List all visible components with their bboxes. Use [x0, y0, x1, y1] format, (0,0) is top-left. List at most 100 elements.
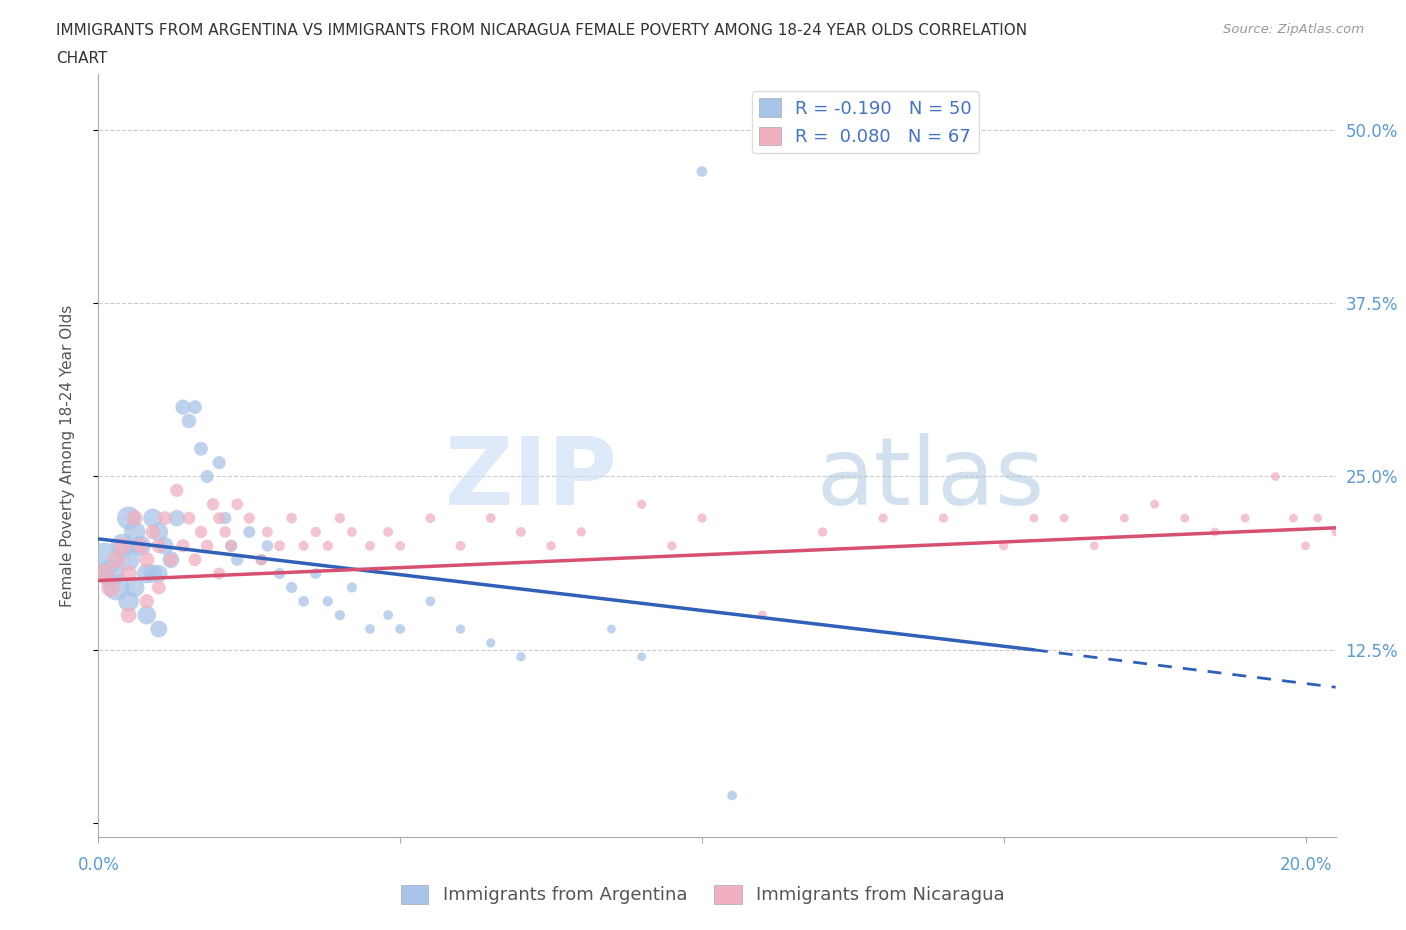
Point: [661, 538, 683, 553]
Point: [305, 525, 328, 539]
Point: [256, 538, 278, 553]
Point: [1282, 511, 1305, 525]
Point: [117, 552, 139, 567]
Point: [195, 538, 218, 553]
Point: [195, 469, 218, 484]
Point: [932, 511, 955, 525]
Point: [148, 580, 170, 595]
Point: [208, 511, 231, 525]
Point: [600, 621, 623, 636]
Text: 0.0%: 0.0%: [77, 856, 120, 874]
Point: [105, 552, 128, 567]
Point: [184, 552, 207, 567]
Point: [389, 621, 412, 636]
Point: [153, 511, 176, 525]
Legend: Immigrants from Argentina, Immigrants from Nicaragua: Immigrants from Argentina, Immigrants fr…: [394, 878, 1012, 911]
Point: [1083, 538, 1105, 553]
Point: [208, 566, 231, 581]
Point: [305, 566, 328, 581]
Point: [377, 525, 399, 539]
Point: [166, 511, 188, 525]
Point: [450, 538, 472, 553]
Point: [117, 566, 139, 581]
Point: [142, 566, 165, 581]
Point: [117, 511, 139, 525]
Point: [93, 552, 115, 567]
Legend: R = -0.190   N = 50, R =  0.080   N = 67: R = -0.190 N = 50, R = 0.080 N = 67: [752, 91, 979, 153]
Point: [509, 649, 531, 664]
Point: [630, 497, 652, 512]
Point: [569, 525, 592, 539]
Point: [811, 525, 834, 539]
Point: [214, 511, 236, 525]
Point: [124, 525, 146, 539]
Point: [142, 525, 165, 539]
Point: [111, 538, 134, 553]
Point: [129, 538, 152, 553]
Point: [117, 594, 139, 609]
Point: [1053, 511, 1076, 525]
Point: [160, 552, 183, 567]
Point: [117, 607, 139, 622]
Point: [630, 649, 652, 664]
Point: [256, 525, 278, 539]
Point: [153, 538, 176, 553]
Point: [1022, 511, 1045, 525]
Point: [316, 538, 339, 553]
Point: [292, 594, 315, 609]
Point: [93, 566, 115, 581]
Point: [359, 621, 381, 636]
Point: [219, 538, 242, 553]
Point: [250, 552, 273, 567]
Point: [340, 580, 363, 595]
Point: [292, 538, 315, 553]
Point: [148, 538, 170, 553]
Point: [250, 552, 273, 567]
Point: [1324, 525, 1347, 539]
Point: [105, 580, 128, 595]
Point: [1234, 511, 1257, 525]
Point: [269, 566, 291, 581]
Point: [1143, 497, 1166, 512]
Point: [1306, 511, 1329, 525]
Point: [1264, 469, 1286, 484]
Point: [111, 538, 134, 553]
Point: [160, 552, 183, 567]
Point: [208, 455, 231, 470]
Point: [124, 511, 146, 525]
Point: [172, 538, 194, 553]
Point: [184, 400, 207, 415]
Point: [190, 525, 212, 539]
Point: [690, 164, 713, 179]
Point: [148, 525, 170, 539]
Point: [340, 525, 363, 539]
Point: [377, 607, 399, 622]
Text: CHART: CHART: [56, 51, 108, 66]
Point: [129, 538, 152, 553]
Point: [1295, 538, 1317, 553]
Point: [135, 594, 157, 609]
Point: [329, 607, 352, 622]
Point: [509, 525, 531, 539]
Point: [329, 511, 352, 525]
Text: Source: ZipAtlas.com: Source: ZipAtlas.com: [1223, 23, 1364, 36]
Point: [751, 607, 773, 622]
Point: [280, 580, 302, 595]
Point: [148, 621, 170, 636]
Point: [142, 511, 165, 525]
Point: [226, 552, 249, 567]
Point: [316, 594, 339, 609]
Point: [1114, 511, 1136, 525]
Y-axis label: Female Poverty Among 18-24 Year Olds: Female Poverty Among 18-24 Year Olds: [60, 305, 75, 607]
Point: [177, 511, 200, 525]
Text: atlas: atlas: [815, 432, 1045, 525]
Point: [419, 511, 441, 525]
Point: [148, 566, 170, 581]
Point: [993, 538, 1015, 553]
Point: [721, 788, 744, 803]
Text: ZIP: ZIP: [446, 432, 619, 525]
Point: [1174, 511, 1197, 525]
Point: [214, 525, 236, 539]
Point: [872, 511, 894, 525]
Point: [238, 511, 260, 525]
